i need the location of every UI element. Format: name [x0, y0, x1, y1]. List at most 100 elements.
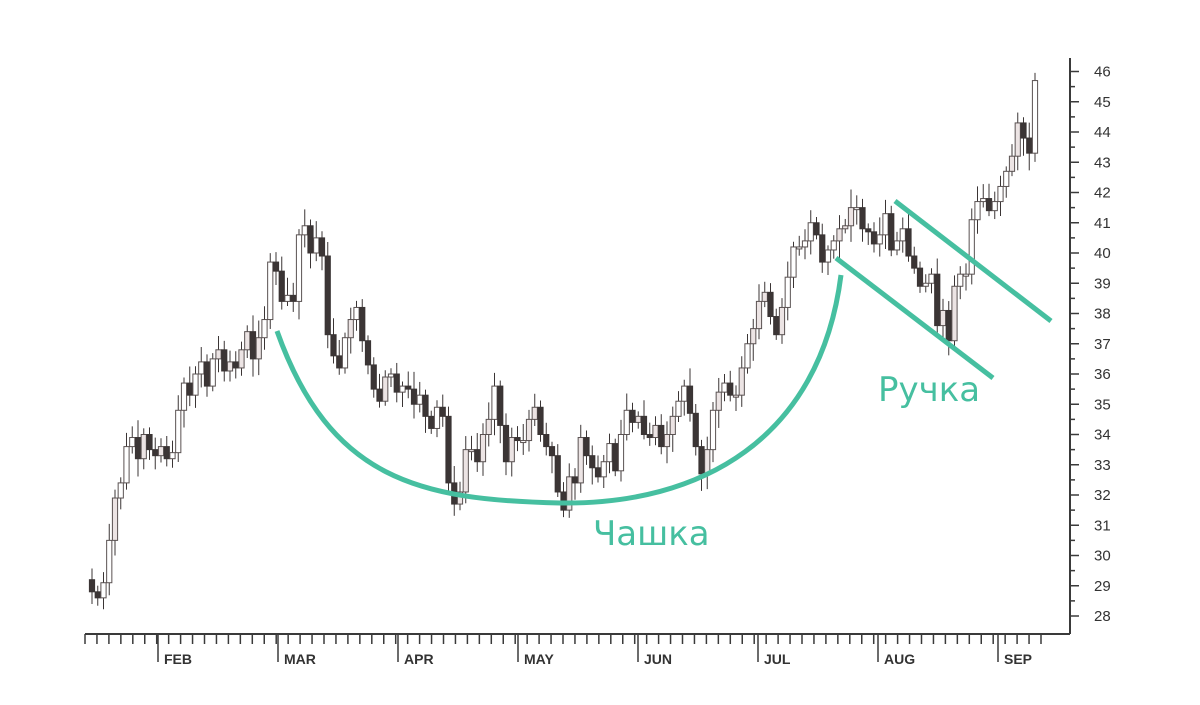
candle-body: [732, 394, 740, 398]
candle-body: [566, 476, 573, 511]
candle-body: [485, 418, 492, 435]
candle-body: [324, 255, 331, 336]
candle-body: [140, 434, 147, 460]
candle-body: [1003, 170, 1010, 187]
y-axis-ticks: 28 29 30 31 32 33 34 35 36 37 38 39 40 41 42 43 44 45 46: [1070, 64, 1111, 625]
candle-body: [617, 434, 625, 472]
candle-body: [330, 334, 337, 357]
candle-body: [939, 309, 947, 327]
candle-body: [255, 337, 262, 360]
candle-body: [422, 394, 429, 417]
candle-body: [721, 382, 728, 393]
candle-body: [359, 306, 366, 342]
candle-body: [479, 434, 487, 463]
y-tick-label: 43: [1094, 154, 1111, 171]
candle-body: [215, 349, 222, 360]
candle-body: [548, 446, 556, 457]
candle-body: [1020, 122, 1027, 139]
candle-body: [313, 237, 320, 254]
candle-body: [1026, 137, 1033, 154]
candle-body: [583, 437, 590, 457]
candle-body: [382, 376, 389, 402]
x-tick-label: JUL: [764, 651, 791, 667]
candle-body: [635, 415, 642, 423]
candle-body: [830, 240, 837, 251]
candle-body: [796, 246, 803, 250]
candle-body: [347, 319, 354, 339]
candle-body: [410, 388, 418, 405]
candle-body: [364, 340, 372, 366]
candle-body: [284, 294, 291, 302]
handle-upper-line: [893, 199, 1053, 323]
candle-body: [462, 449, 469, 493]
candle-body: [905, 228, 912, 257]
candle-body: [985, 198, 993, 212]
x-tick-label: MAY: [524, 651, 554, 667]
candle-body: [801, 240, 809, 248]
candle-body: [445, 415, 452, 484]
candle-body: [928, 273, 935, 284]
candle-body: [934, 273, 941, 327]
candle-body: [778, 306, 786, 336]
candle-body: [951, 285, 958, 342]
candle-body: [594, 467, 602, 478]
candle-body: [686, 385, 694, 414]
candle-body: [163, 446, 170, 460]
candle-body: [88, 579, 96, 593]
candle-body: [623, 409, 630, 435]
candle-body: [824, 249, 832, 263]
candle-body: [865, 228, 872, 233]
candle-body: [916, 267, 924, 287]
candle-body: [405, 385, 412, 390]
candle-body: [146, 434, 153, 451]
candlestick-series: [88, 72, 1039, 610]
cup-label: Чашка: [593, 514, 710, 554]
candle-body: [502, 424, 510, 463]
candle-body: [514, 437, 521, 442]
candle-body: [175, 409, 182, 454]
candle-body: [290, 294, 297, 302]
candle-body: [899, 228, 906, 242]
candle-body: [767, 291, 774, 318]
candle-body: [203, 361, 211, 387]
pattern-overlay: Чашка Ручка: [274, 199, 1053, 554]
candle-body: [646, 434, 653, 439]
candle-body: [974, 201, 981, 221]
y-tick-label: 34: [1094, 427, 1111, 444]
candle-body: [807, 222, 814, 242]
candle-body: [773, 316, 780, 336]
candle-body: [491, 385, 498, 420]
candle-body: [106, 539, 113, 584]
candle-body: [744, 343, 751, 369]
x-tick-label: AUG: [884, 651, 915, 667]
handle-label: Ручка: [878, 370, 980, 410]
candle-body: [870, 231, 878, 245]
candle-body: [525, 418, 533, 442]
candle-body: [675, 400, 682, 417]
candle-body: [508, 437, 515, 463]
y-tick-label: 40: [1094, 245, 1111, 262]
candle-body: [272, 261, 280, 272]
candle-body: [353, 306, 360, 321]
candle-body: [888, 213, 895, 251]
candle-body: [709, 409, 717, 451]
candle-body: [669, 415, 676, 436]
candle-body: [497, 385, 504, 426]
candle-body: [543, 434, 550, 448]
candle-body: [318, 237, 326, 257]
candle-body: [663, 434, 671, 448]
candle-body: [186, 382, 193, 396]
candle-body: [336, 355, 343, 369]
candle-body: [439, 406, 446, 417]
candle-body: [238, 349, 245, 369]
y-tick-label: 38: [1094, 306, 1111, 323]
candle-body: [876, 234, 883, 245]
candle-body: [180, 382, 188, 411]
candle-body: [244, 331, 251, 351]
candle-body: [221, 349, 228, 372]
candle-body: [474, 449, 481, 463]
candle-body: [192, 373, 199, 396]
candle-body: [755, 300, 763, 330]
candle-body: [94, 591, 101, 599]
candle-body: [152, 449, 159, 457]
